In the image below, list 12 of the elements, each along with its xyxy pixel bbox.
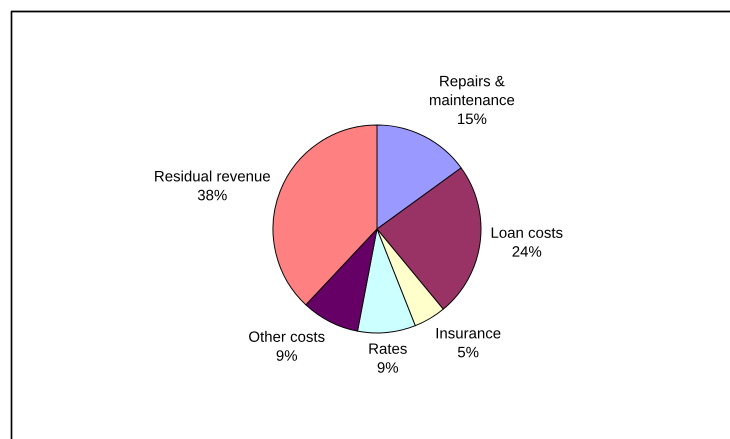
- slice-label: Other costs: [249, 330, 325, 342]
- slice-label: Residual revenue: [155, 170, 270, 182]
- data-label: 24%: [512, 246, 542, 257]
- data-label: 38%: [198, 190, 227, 200]
- data-label: 9%: [276, 350, 298, 361]
- data-label: 15%: [458, 114, 486, 124]
- slice-label: Rates: [369, 343, 407, 354]
- data-label: 9%: [378, 362, 398, 373]
- slice-label: Repairs & maintenance: [430, 75, 514, 106]
- slice-label: Insurance: [436, 328, 500, 338]
- slice-label: Loan costs: [492, 227, 563, 238]
- data-label: 5%: [458, 346, 478, 358]
